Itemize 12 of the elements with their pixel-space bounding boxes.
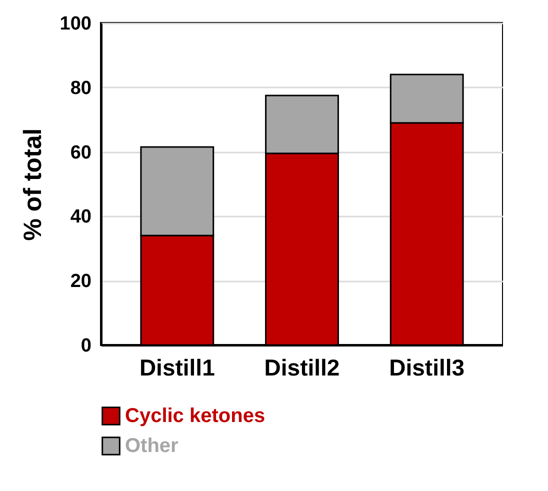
y-tick-label: 20 — [70, 271, 92, 292]
y-axis-title: % of total — [18, 128, 47, 241]
x-tick-label: Distill3 — [389, 354, 465, 380]
y-tick-label: 60 — [70, 142, 92, 164]
legend-label: Other — [125, 435, 179, 457]
y-tick-label: 80 — [70, 78, 92, 99]
y-tick-label: 0 — [80, 336, 92, 356]
x-tick-label: Distill2 — [264, 354, 340, 380]
x-tick-label: Distill1 — [139, 354, 216, 380]
y-tick-label: 40 — [70, 206, 92, 228]
legend-label: Cyclic ketones — [125, 405, 266, 427]
y-tick-label: 100 — [60, 14, 92, 34]
